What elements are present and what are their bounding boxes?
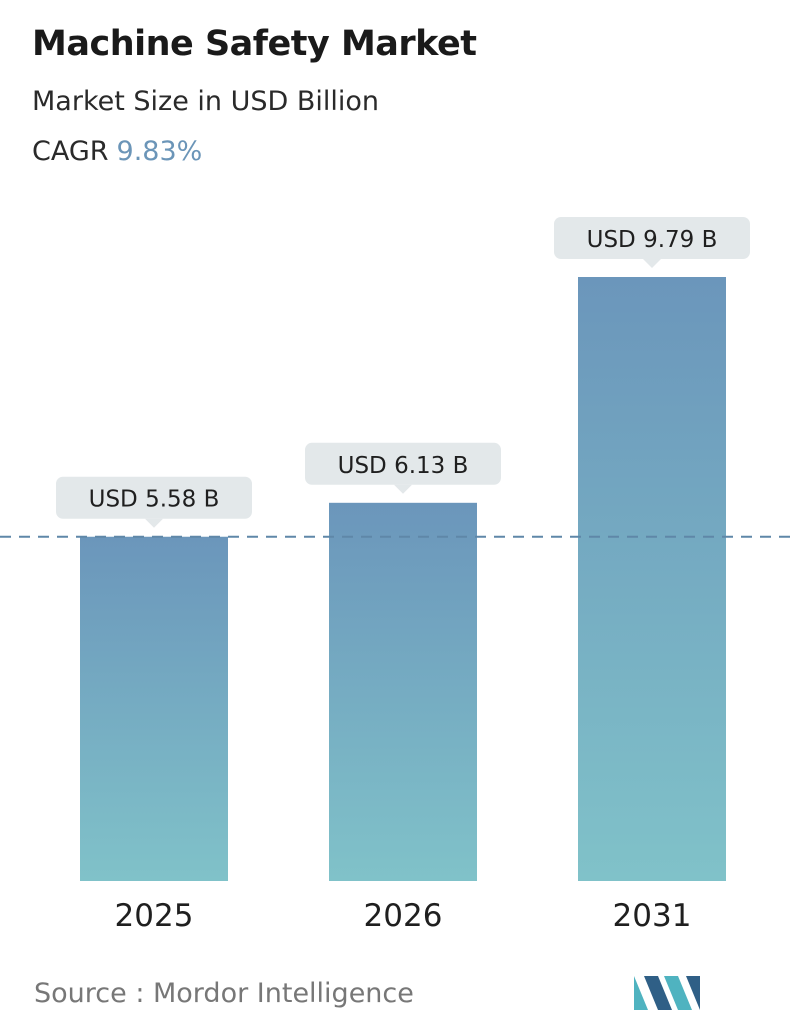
- source-note: Source : Mordor Intelligence: [34, 978, 414, 1009]
- x-tick-2025: 2025: [115, 898, 194, 934]
- cagr-label: CAGR: [32, 136, 109, 167]
- bar-2026: [329, 502, 477, 881]
- cagr-value: 9.83%: [116, 136, 203, 167]
- data-label-pointer: [643, 259, 661, 268]
- bar-2025: [80, 536, 228, 881]
- x-tick-2026: 2026: [364, 898, 443, 934]
- data-label-2025: USD 5.58 B: [56, 476, 252, 528]
- data-label-2031: USD 9.79 B: [554, 217, 750, 268]
- data-label-text: USD 5.58 B: [89, 487, 220, 513]
- chart-title: Machine Safety Market: [32, 24, 477, 64]
- x-tick-2031: 2031: [613, 898, 692, 934]
- bar-2031: [578, 277, 726, 881]
- mordor-intelligence-logo-icon: [634, 976, 700, 1010]
- data-labels-layer: USD 5.58 B USD 6.13 B USD 9.79 B: [56, 217, 750, 528]
- x-axis-tick-labels: 2025 2026 2031: [115, 898, 692, 934]
- bars-layer: [80, 277, 726, 881]
- data-label-pointer: [394, 484, 412, 494]
- data-label-pointer: [145, 518, 163, 528]
- data-label-text: USD 9.79 B: [587, 227, 718, 253]
- data-label-2026: USD 6.13 B: [305, 442, 501, 494]
- data-label-text: USD 6.13 B: [338, 453, 469, 479]
- data-label-box: [554, 217, 750, 259]
- data-label-box: [56, 476, 252, 519]
- cagr-line: CAGR 9.83%: [32, 136, 202, 167]
- data-label-box: [305, 442, 501, 485]
- chart-subtitle: Market Size in USD Billion: [32, 86, 380, 117]
